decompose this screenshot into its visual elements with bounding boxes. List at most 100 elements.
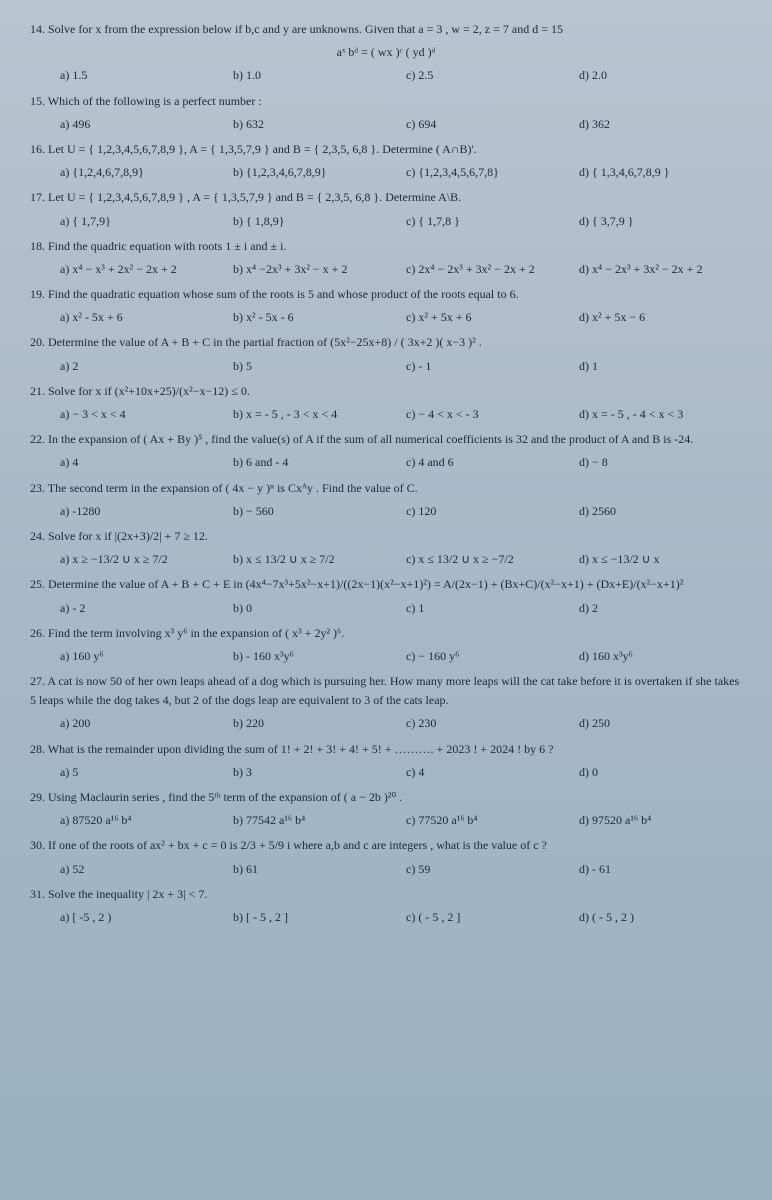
q16-opt-d: d) { 1,3,4,6,7,8,9 }: [579, 163, 742, 182]
q20-text: 20. Determine the value of A + B + C in …: [30, 333, 742, 352]
q31-text: 31. Solve the inequality | 2x + 3| < 7.: [30, 885, 742, 904]
q18-opt-a: a) x⁴ − x³ + 2x² − 2x + 2: [60, 260, 223, 279]
q23-opt-a: a) -1280: [60, 502, 223, 521]
q28-opt-a: a) 5: [60, 763, 223, 782]
q16-text: 16. Let U = { 1,2,3,4,5,6,7,8,9 }, A = {…: [30, 140, 742, 159]
q24-opt-c: c) x ≤ 13/2 ∪ x ≥ −7/2: [406, 550, 569, 569]
q30-opt-c: c) 59: [406, 860, 569, 879]
q21-opt-d: d) x = - 5 , - 4 < x < 3: [579, 405, 742, 424]
q19-opt-c: c) x² + 5x + 6: [406, 308, 569, 327]
q14-opt-c: c) 2.5: [406, 66, 569, 85]
question-14: 14. Solve for x from the expression belo…: [30, 20, 742, 86]
q24-opt-b: b) x ≤ 13/2 ∪ x ≥ 7/2: [233, 550, 396, 569]
q20-opt-a: a) 2: [60, 357, 223, 376]
q18-opt-b: b) x⁴ −2x³ + 3x² − x + 2: [233, 260, 396, 279]
q23-opt-b: b) − 560: [233, 502, 396, 521]
q14-text: 14. Solve for x from the expression belo…: [30, 20, 742, 39]
q29-opt-b: b) 77542 a¹⁶ b⁴: [233, 811, 396, 830]
q24-opt-a: a) x ≥ −13/2 ∪ x ≥ 7/2: [60, 550, 223, 569]
q22-opt-a: a) 4: [60, 453, 223, 472]
q23-opt-d: d) 2560: [579, 502, 742, 521]
q15-opt-a: a) 496: [60, 115, 223, 134]
q29-opt-d: d) 97520 a¹⁶ b⁴: [579, 811, 742, 830]
q21-text: 21. Solve for x if (x²+10x+25)/(x²−x−12)…: [30, 382, 742, 401]
q26-text: 26. Find the term involving x³ y⁶ in the…: [30, 624, 742, 643]
q14-opt-b: b) 1.0: [233, 66, 396, 85]
q29-opt-a: a) 87520 a¹⁶ b⁴: [60, 811, 223, 830]
q18-options: a) x⁴ − x³ + 2x² − 2x + 2 b) x⁴ −2x³ + 3…: [60, 260, 742, 279]
q15-options: a) 496 b) 632 c) 694 d) 362: [60, 115, 742, 134]
q17-opt-b: b) { 1,8,9}: [233, 212, 396, 231]
q26-opt-d: d) 160 x³y⁶: [579, 647, 742, 666]
q22-opt-d: d) − 8: [579, 453, 742, 472]
q30-opt-b: b) 61: [233, 860, 396, 879]
q20-opt-c: c) - 1: [406, 357, 569, 376]
question-21: 21. Solve for x if (x²+10x+25)/(x²−x−12)…: [30, 382, 742, 424]
q26-opt-b: b) - 160 x³y⁶: [233, 647, 396, 666]
q19-opt-a: a) x² - 5x + 6: [60, 308, 223, 327]
q21-opt-a: a) − 3 < x < 4: [60, 405, 223, 424]
q22-opt-c: c) 4 and 6: [406, 453, 569, 472]
q24-text: 24. Solve for x if |(2x+3)/2| + 7 ≥ 12.: [30, 527, 742, 546]
q14-options: a) 1.5 b) 1.0 c) 2.5 d) 2.0: [60, 66, 742, 85]
q21-opt-c: c) − 4 < x < - 3: [406, 405, 569, 424]
question-17: 17. Let U = { 1,2,3,4,5,6,7,8,9 } , A = …: [30, 188, 742, 230]
q31-opt-a: a) [ -5 , 2 ): [60, 908, 223, 927]
q21-options: a) − 3 < x < 4 b) x = - 5 , - 3 < x < 4 …: [60, 405, 742, 424]
q28-text: 28. What is the remainder upon dividing …: [30, 740, 742, 759]
question-20: 20. Determine the value of A + B + C in …: [30, 333, 742, 375]
q29-text: 29. Using Maclaurin series , find the 5ᵗ…: [30, 788, 742, 807]
q22-opt-b: b) 6 and - 4: [233, 453, 396, 472]
q25-opt-d: d) 2: [579, 599, 742, 618]
q22-text: 22. In the expansion of ( Ax + By )⁵ , f…: [30, 430, 742, 449]
question-18: 18. Find the quadric equation with roots…: [30, 237, 742, 279]
q31-options: a) [ -5 , 2 ) b) [ - 5 , 2 ] c) ( - 5 , …: [60, 908, 742, 927]
q31-opt-b: b) [ - 5 , 2 ]: [233, 908, 396, 927]
q24-opt-d: d) x ≤ −13/2 ∪ x: [579, 550, 742, 569]
q16-opt-a: a) {1,2,4,6,7,8,9}: [60, 163, 223, 182]
question-30: 30. If one of the roots of ax² + bx + c …: [30, 836, 742, 878]
q30-text: 30. If one of the roots of ax² + bx + c …: [30, 836, 742, 855]
exam-page: 14. Solve for x from the expression belo…: [0, 0, 772, 1200]
q28-options: a) 5 b) 3 c) 4 d) 0: [60, 763, 742, 782]
q15-opt-b: b) 632: [233, 115, 396, 134]
q17-opt-c: c) { 1,7,8 }: [406, 212, 569, 231]
q26-options: a) 160 y⁶ b) - 160 x³y⁶ c) − 160 y⁶ d) 1…: [60, 647, 742, 666]
q28-opt-b: b) 3: [233, 763, 396, 782]
q14-opt-a: a) 1.5: [60, 66, 223, 85]
q20-opt-d: d) 1: [579, 357, 742, 376]
q25-options: a) - 2 b) 0 c) 1 d) 2: [60, 599, 742, 618]
q30-opt-d: d) - 61: [579, 860, 742, 879]
q27-opt-b: b) 220: [233, 714, 396, 733]
q26-opt-a: a) 160 y⁶: [60, 647, 223, 666]
q29-options: a) 87520 a¹⁶ b⁴ b) 77542 a¹⁶ b⁴ c) 77520…: [60, 811, 742, 830]
q31-opt-d: d) ( - 5 , 2 ): [579, 908, 742, 927]
q21-opt-b: b) x = - 5 , - 3 < x < 4: [233, 405, 396, 424]
q27-opt-d: d) 250: [579, 714, 742, 733]
q28-opt-d: d) 0: [579, 763, 742, 782]
q17-opt-a: a) { 1,7,9}: [60, 212, 223, 231]
q20-options: a) 2 b) 5 c) - 1 d) 1: [60, 357, 742, 376]
q16-options: a) {1,2,4,6,7,8,9} b) {1,2,3,4,6,7,8,9} …: [60, 163, 742, 182]
q26-opt-c: c) − 160 y⁶: [406, 647, 569, 666]
question-24: 24. Solve for x if |(2x+3)/2| + 7 ≥ 12. …: [30, 527, 742, 569]
q16-opt-c: c) {1,2,3,4,5,6,7,8}: [406, 163, 569, 182]
question-26: 26. Find the term involving x³ y⁶ in the…: [30, 624, 742, 666]
question-16: 16. Let U = { 1,2,3,4,5,6,7,8,9 }, A = {…: [30, 140, 742, 182]
q14-formula: aˣ bᵈ = ( wx )ᶜ ( yd )ᵈ: [30, 43, 742, 62]
q20-opt-b: b) 5: [233, 357, 396, 376]
q16-opt-b: b) {1,2,3,4,6,7,8,9}: [233, 163, 396, 182]
q18-opt-c: c) 2x⁴ − 2x³ + 3x² − 2x + 2: [406, 260, 569, 279]
q27-opt-a: a) 200: [60, 714, 223, 733]
q23-text: 23. The second term in the expansion of …: [30, 479, 742, 498]
q23-options: a) -1280 b) − 560 c) 120 d) 2560: [60, 502, 742, 521]
question-28: 28. What is the remainder upon dividing …: [30, 740, 742, 782]
question-15: 15. Which of the following is a perfect …: [30, 92, 742, 134]
q25-text: 25. Determine the value of A + B + C + E…: [30, 575, 742, 594]
question-23: 23. The second term in the expansion of …: [30, 479, 742, 521]
q31-opt-c: c) ( - 5 , 2 ]: [406, 908, 569, 927]
q14-opt-d: d) 2.0: [579, 66, 742, 85]
q19-opt-b: b) x² - 5x - 6: [233, 308, 396, 327]
q17-options: a) { 1,7,9} b) { 1,8,9} c) { 1,7,8 } d) …: [60, 212, 742, 231]
question-31: 31. Solve the inequality | 2x + 3| < 7. …: [30, 885, 742, 927]
